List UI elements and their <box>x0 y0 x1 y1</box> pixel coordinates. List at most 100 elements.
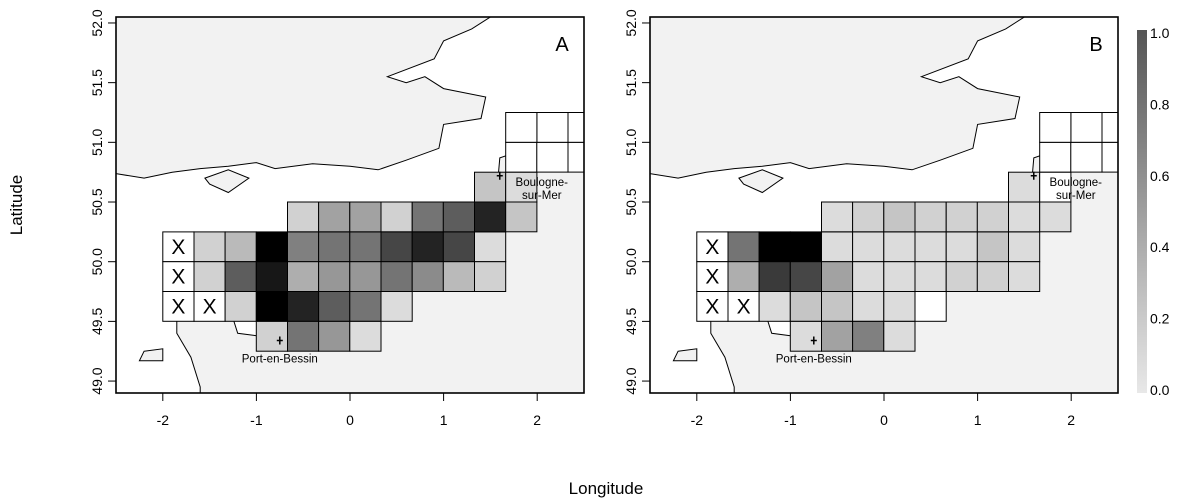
grid-cell <box>287 291 320 322</box>
land-england <box>650 17 1026 179</box>
colorbar-bar <box>1137 30 1147 393</box>
x-axis-label: Longitude <box>569 479 644 498</box>
grid-cell <box>536 112 569 143</box>
grid-cell <box>789 320 822 352</box>
grid-cell <box>914 231 947 263</box>
excluded-cell-mark: X <box>705 296 719 319</box>
x-tick-label: -2 <box>157 412 170 428</box>
x-tick-label: -1 <box>250 412 263 428</box>
y-axis-label: Latitude <box>7 175 26 236</box>
y-tick-label: 49.0 <box>623 367 639 394</box>
panel-label: B <box>1089 34 1102 56</box>
panel-label: A <box>555 34 569 56</box>
place-marker <box>276 336 283 345</box>
grid-cell <box>789 261 822 293</box>
grid-cell <box>474 261 507 293</box>
y-tick-label: 52.0 <box>89 9 105 36</box>
grid-cell <box>442 261 475 293</box>
colorbar-tick-label: 0.8 <box>1150 96 1170 112</box>
grid-cell <box>162 231 195 263</box>
grid-cell <box>945 201 978 233</box>
grid-cell <box>536 141 569 173</box>
grid-cell <box>883 261 916 293</box>
x-tick-label: -1 <box>784 412 797 428</box>
grid-cell <box>914 291 947 322</box>
grid-cell <box>442 231 475 263</box>
grid-cell <box>1039 171 1072 203</box>
grid-cell <box>380 291 413 322</box>
grid-cell <box>318 291 351 322</box>
grid-cell <box>852 261 885 293</box>
y-tick-label: 51.5 <box>623 69 639 96</box>
excluded-cell-mark: X <box>737 296 751 319</box>
excluded-cell-mark: X <box>203 296 217 319</box>
y-tick-label: 49.5 <box>89 308 105 335</box>
excluded-cell-mark: X <box>705 266 719 289</box>
grid-cell <box>1008 231 1041 263</box>
grid-cell <box>380 201 413 233</box>
land-england <box>116 17 492 179</box>
grid-cell <box>255 231 288 263</box>
grid-cell <box>505 112 538 143</box>
grid-cell <box>318 261 351 293</box>
grid-cell <box>727 261 760 293</box>
grid-cell <box>821 261 854 293</box>
y-tick-label: 50.0 <box>623 248 639 275</box>
y-tick-label: 50.5 <box>89 188 105 215</box>
grid-cell <box>821 231 854 263</box>
grid-cell <box>1008 261 1041 293</box>
grid-cell <box>224 261 257 293</box>
y-tick-label: 49.5 <box>623 308 639 335</box>
grid-cell <box>976 261 1009 293</box>
grid-cell <box>1039 141 1072 173</box>
grid-cell <box>349 320 382 352</box>
y-tick-label: 51.5 <box>89 69 105 96</box>
grid-cell <box>442 201 475 233</box>
place-label: sur-Mer <box>1056 190 1096 202</box>
grid-cell <box>505 171 538 203</box>
grid-cell <box>474 171 507 203</box>
grid-cell <box>1070 141 1103 173</box>
x-tick-label: 2 <box>1067 412 1075 428</box>
grid-cell <box>976 201 1009 233</box>
colorbar-tick-label: 0.0 <box>1150 382 1170 398</box>
place-label: Port-en-Bessin <box>776 353 852 365</box>
grid-cell <box>474 201 507 233</box>
grid-cell <box>193 231 226 263</box>
grid-cell <box>821 320 854 352</box>
grid-cell <box>852 231 885 263</box>
excluded-cell-mark: X <box>171 266 185 289</box>
y-tick-label: 51.0 <box>89 128 105 155</box>
land-isle-of-wight <box>204 169 250 194</box>
grid-cell <box>255 291 288 322</box>
grid-cell <box>1008 171 1041 203</box>
excluded-cell-mark: X <box>171 236 185 259</box>
x-tick-label: 1 <box>440 412 448 428</box>
colorbar-tick-label: 0.4 <box>1150 239 1170 255</box>
grid-cell <box>883 231 916 263</box>
place-marker <box>1030 171 1037 180</box>
grid-cell <box>411 201 444 233</box>
grid-cell <box>852 320 885 352</box>
grid-cell <box>349 291 382 322</box>
x-tick-label: 2 <box>533 412 541 428</box>
grid-cell <box>758 261 791 293</box>
x-tick-label: 0 <box>346 412 354 428</box>
grid-cell <box>914 201 947 233</box>
grid-cell <box>945 231 978 263</box>
grid-cell <box>1070 112 1103 143</box>
land-island <box>672 348 698 362</box>
grid-cell <box>1039 201 1072 233</box>
grid-cell <box>696 261 729 293</box>
grid-cell <box>821 291 854 322</box>
grid-cell <box>411 261 444 293</box>
place-label: Boulogne- <box>516 177 569 189</box>
grid-cell <box>193 261 226 293</box>
grid-cell <box>505 141 538 173</box>
grid-cell <box>976 231 1009 263</box>
grid-cell <box>727 231 760 263</box>
grid-cell <box>349 231 382 263</box>
x-tick-label: 0 <box>880 412 888 428</box>
